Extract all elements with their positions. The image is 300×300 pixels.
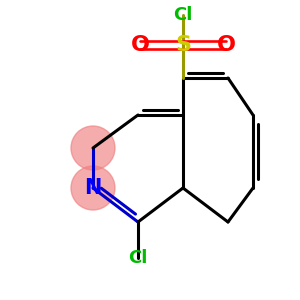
Circle shape: [71, 166, 115, 210]
Text: Cl: Cl: [128, 249, 148, 267]
Text: O: O: [217, 35, 236, 55]
Text: S: S: [175, 35, 191, 55]
Text: Cl: Cl: [173, 6, 193, 24]
Text: N: N: [84, 178, 102, 198]
Circle shape: [71, 126, 115, 170]
Text: O: O: [130, 35, 149, 55]
